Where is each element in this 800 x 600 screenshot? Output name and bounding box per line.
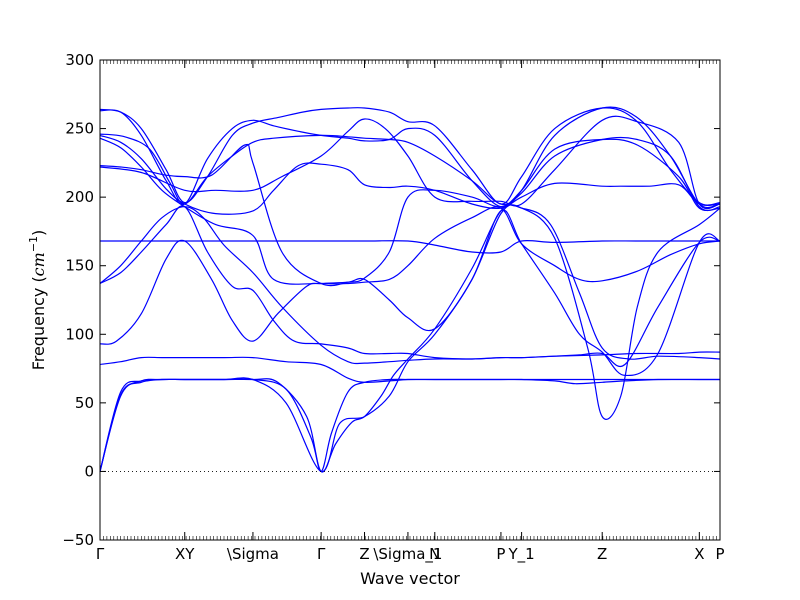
band-series-9 bbox=[99, 137, 721, 285]
y-axis-title-text: Frequency ( bbox=[29, 276, 48, 370]
x-tick-label: Y_1 bbox=[507, 545, 534, 564]
band-series-3 bbox=[99, 204, 721, 472]
band-series-14 bbox=[99, 107, 721, 206]
band-series-12 bbox=[99, 133, 721, 212]
x-tick-label: Z bbox=[359, 545, 369, 563]
y-tick-label: 50 bbox=[75, 394, 94, 412]
x-tick-label: Γ bbox=[317, 545, 326, 563]
band-series-4 bbox=[99, 356, 720, 383]
x-tick-label: X bbox=[694, 545, 704, 563]
x-tick-label: \Sigma bbox=[227, 545, 279, 563]
x-tick-label: Γ bbox=[96, 545, 105, 563]
y-ticks-layer: −50 0 50 100 150 200 250 300 bbox=[62, 51, 720, 549]
band-series-8 bbox=[100, 239, 720, 254]
band-series-15 bbox=[99, 115, 721, 210]
y-axis-title: Frequency (cm−1) bbox=[27, 230, 48, 371]
x-ticks-layer: Γ XY \Sigma Γ Z \Sigma_1N P Y_1 Z X P bbox=[96, 60, 725, 564]
y-tick-label: −50 bbox=[62, 531, 94, 549]
y-tick-label: 0 bbox=[84, 462, 94, 480]
band-series-6 bbox=[99, 205, 721, 367]
band-series-7 bbox=[99, 206, 721, 365]
y-tick-label: 150 bbox=[65, 257, 94, 275]
x-tick-label: N bbox=[429, 545, 440, 563]
x-tick-label: Z bbox=[597, 545, 607, 563]
y-tick-label: 250 bbox=[65, 120, 94, 138]
y-axis-title-close: ) bbox=[29, 230, 48, 236]
y-tick-label: 100 bbox=[65, 325, 94, 343]
x-tick-label: P bbox=[496, 545, 505, 563]
y-tick-label: 200 bbox=[65, 188, 94, 206]
plot-frame bbox=[99, 59, 721, 541]
series-layer bbox=[99, 106, 721, 473]
y-axis-title-exponent: −1 bbox=[27, 236, 40, 252]
x-tick-label: P bbox=[715, 545, 724, 563]
x-tick-label: \Sigma_1 bbox=[373, 545, 442, 564]
y-tick-label: 300 bbox=[65, 51, 94, 69]
band-series-5 bbox=[99, 209, 721, 377]
x-tick-label: XY bbox=[175, 545, 195, 563]
x-axis-title: Wave vector bbox=[360, 569, 460, 588]
y-axis-title-unit: cm bbox=[29, 252, 48, 276]
